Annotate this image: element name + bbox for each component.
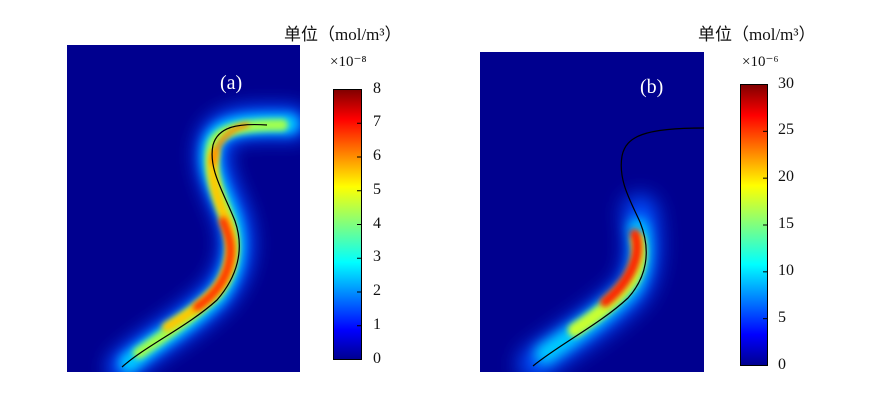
panel-b-tick-label: 0 [778,355,786,373]
panel-b-tick-label: 20 [778,168,794,186]
panel-a-colorbar [333,89,362,360]
panel-a-hot-red [193,217,235,311]
panel-b-interface-line [532,127,704,367]
panel-a-label: (a) [220,72,243,94]
panel-a-tick-label: 8 [373,79,381,97]
panel-b-colorbar-ticks [763,84,768,366]
panel-a-tick-label: 5 [373,180,381,198]
panel-b-tick-label: 10 [778,261,794,279]
panel-a-interface-line [121,123,268,368]
panel-b-label: (b) [640,76,664,98]
panel-b-hot-red [600,229,643,307]
panel-b-tick-label: 30 [778,74,794,92]
panel-b-colorbar [740,84,768,366]
panel-a-tick-label: 0 [373,349,381,367]
panel-b-unit-label: 单位（mol/m³） [698,25,816,44]
panel-a-tick-label: 2 [373,282,381,299]
panel-b-tick-label: 5 [778,308,786,326]
panel-a-tick-label: 6 [373,147,381,164]
panel-b-tick-label: 25 [778,121,794,139]
panel-b-field [480,52,704,372]
panel-a-field [67,45,300,372]
panel-a-multiplier: ×10⁻⁸ [330,54,367,70]
panel-b [480,52,704,372]
panel-a [67,45,300,372]
panel-a-hot-top [210,122,250,166]
panel-a-tick-label: 4 [373,214,381,232]
panel-a-colorbar-ticks [357,89,362,360]
panel-a-tick-label: 1 [373,315,381,333]
panel-b-tick-label: 15 [778,215,794,232]
panel-a-tick-label: 7 [373,113,381,131]
panel-a-unit-label: 单位（mol/m³） [284,25,402,44]
panel-a-tick-label: 3 [373,248,381,266]
panel-b-multiplier: ×10⁻⁶ [742,54,779,70]
